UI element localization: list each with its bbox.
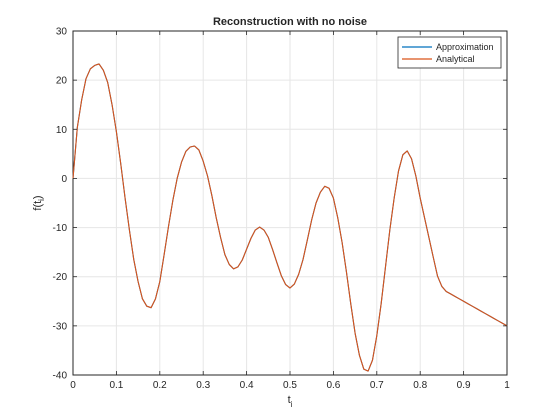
x-axis-label: ti (288, 394, 293, 409)
y-tick-label: -40 (53, 371, 68, 382)
y-tick-label: 30 (56, 27, 68, 38)
x-tick-label: 0.7 (370, 380, 384, 391)
x-tick-label: 0.9 (457, 380, 471, 391)
y-tick-label: 10 (56, 125, 68, 136)
x-tick-label: 0.4 (240, 380, 254, 391)
y-tick-label: 20 (56, 76, 68, 87)
axis-ticks: 0 0.1 0.2 0.3 0.4 0.5 0.6 0.7 0.8 0.9 1 -40 -30 -20 -1… (53, 27, 511, 392)
legend-box (397, 36, 502, 69)
grid (72, 30, 508, 376)
x-tick-label: 0.2 (153, 380, 167, 391)
series-line-analytical (72, 63, 508, 372)
x-tick-label: 0 (70, 380, 76, 391)
series-layer (72, 63, 508, 372)
x-tick-label: 0.6 (326, 380, 340, 391)
x-tick-label: 0.5 (283, 380, 297, 391)
x-tick-label: 1 (504, 380, 510, 391)
chart-title: Reconstruction with no noise (213, 16, 367, 28)
x-tick-label: 0.1 (109, 380, 123, 391)
y-tick-label: 0 (61, 174, 67, 185)
y-tick-label: -30 (53, 321, 68, 332)
x-tick-label: 0.8 (413, 380, 427, 391)
legend-approximation-label: Approximation (436, 42, 494, 52)
y-tick-label: -20 (53, 272, 68, 283)
legend-analytical-label: Analytical (436, 54, 475, 64)
y-tick-label: -10 (53, 223, 68, 234)
legend: Approximation Analytical (397, 36, 502, 69)
x-tick-label: 0.3 (196, 380, 210, 391)
y-axis-label: f(ti) (32, 195, 46, 210)
